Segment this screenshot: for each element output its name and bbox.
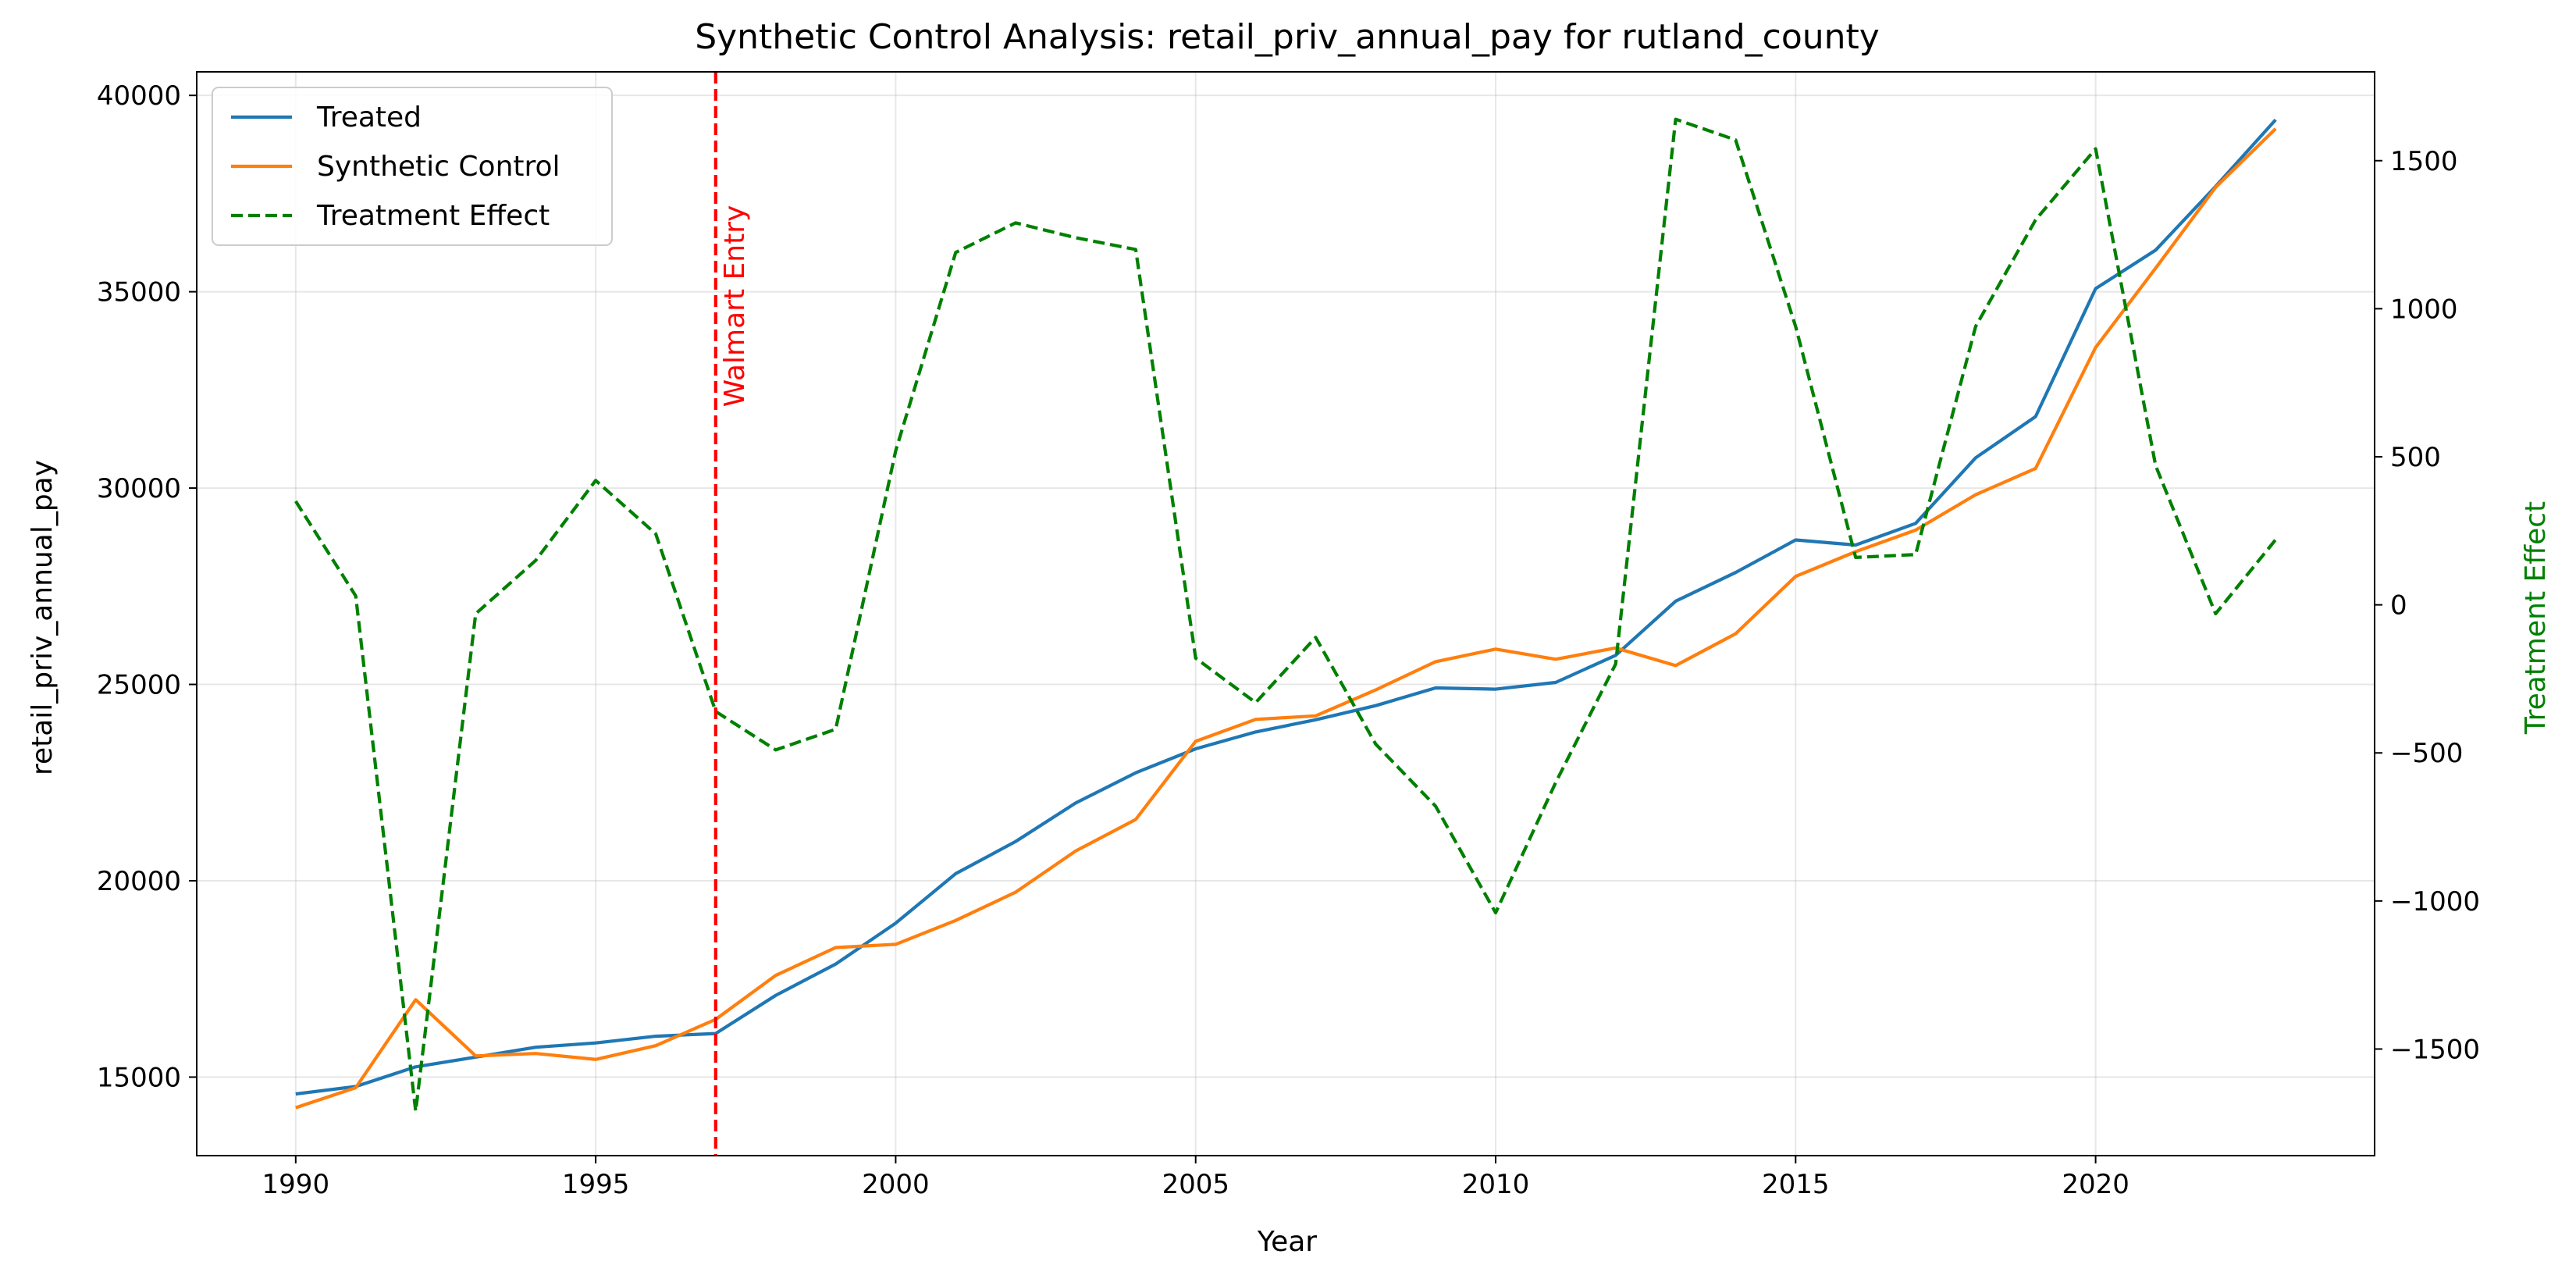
legend-label: Synthetic Control: [317, 151, 560, 183]
legend-label: Treatment Effect: [316, 200, 550, 232]
y-tick-label: 35000: [97, 277, 181, 308]
y2-tick-label: 0: [2390, 590, 2407, 622]
x-tick-label: 2005: [1162, 1169, 1229, 1200]
x-tick-label: 2020: [2062, 1169, 2129, 1200]
y-tick-label: 15000: [97, 1062, 181, 1093]
y-tick-label: 30000: [97, 473, 181, 504]
y2-tick-label: −500: [2390, 738, 2463, 769]
y2-tick-label: 1000: [2390, 294, 2458, 325]
y-tick-label: 20000: [97, 866, 181, 897]
x-tick-label: 1990: [262, 1169, 330, 1200]
x-axis-label: Year: [1257, 1226, 1317, 1258]
y2-tick-label: −1500: [2390, 1034, 2480, 1065]
series-line-treatment-effect: [294, 117, 2277, 1113]
x-tick-label: 2010: [1462, 1169, 1530, 1200]
x-tick-label: 2015: [1762, 1169, 1830, 1200]
series-line-synthetic-control: [295, 127, 2277, 1110]
x-tick-label: 1995: [562, 1169, 630, 1200]
plot-frame: [196, 71, 2375, 1156]
y2-tick-label: 1500: [2390, 146, 2458, 177]
grid-lines: [197, 72, 2375, 1156]
y2-tick-label: 500: [2390, 442, 2441, 473]
y-tick-label: 40000: [97, 80, 181, 112]
y-tick-label: 25000: [97, 670, 181, 701]
y-axis-label: retail_priv_annual_pay: [27, 460, 59, 775]
x-tick-label: 2000: [862, 1169, 930, 1200]
chart-title: Synthetic Control Analysis: retail_priv_…: [695, 17, 1880, 57]
annotations: Walmart Entry: [713, 72, 751, 1156]
vline-label: Walmart Entry: [719, 205, 751, 408]
legend: Treated Synthetic Control Treatment Effect: [212, 87, 613, 246]
legend-label: Treated: [316, 102, 422, 134]
series-line-treated: [295, 118, 2277, 1096]
y2-axis-label: Treatment Effect: [2520, 501, 2552, 735]
axes: 1990 1995 2000 2005 2010 2015 2020150002000025…: [97, 71, 2480, 1200]
series-lines: [294, 117, 2277, 1113]
legend-box: [212, 87, 613, 246]
y2-tick-label: −1000: [2390, 886, 2480, 917]
